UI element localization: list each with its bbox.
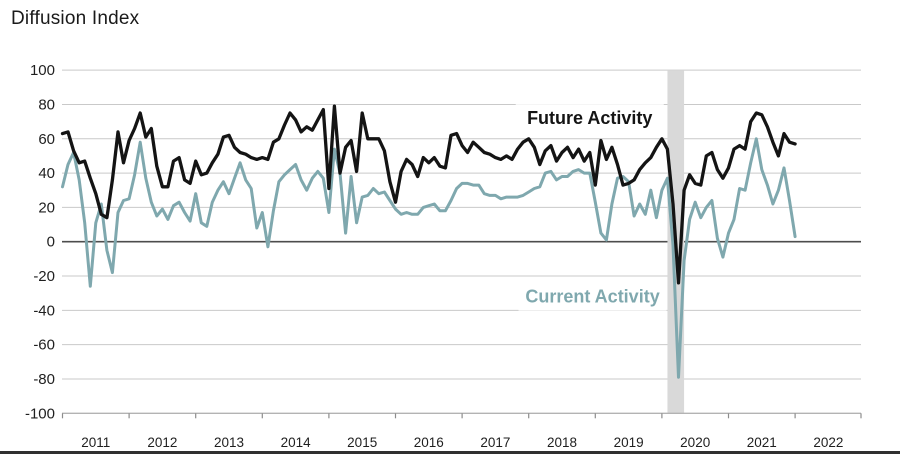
y-tick-label: 100 bbox=[30, 62, 55, 79]
y-tick-label: -80 bbox=[33, 371, 55, 388]
series-label-backing bbox=[515, 104, 664, 133]
bottom-border-bar bbox=[0, 451, 900, 454]
x-year-label: 2021 bbox=[747, 435, 777, 450]
x-axis bbox=[61, 412, 862, 419]
x-year-label: 2014 bbox=[281, 435, 312, 450]
gridlines bbox=[62, 69, 861, 380]
x-year-label: 2016 bbox=[414, 435, 444, 450]
x-year-label: 2015 bbox=[347, 435, 377, 450]
series-label-backing bbox=[518, 282, 667, 311]
x-year-label: 2020 bbox=[680, 435, 710, 450]
future-activity-line bbox=[60, 104, 797, 285]
y-tick-label: 0 bbox=[47, 234, 55, 251]
x-year-label: 2012 bbox=[147, 435, 177, 450]
x-year-label: 2018 bbox=[547, 435, 577, 450]
y-tick-label: 40 bbox=[38, 165, 55, 182]
series-layer bbox=[60, 104, 797, 379]
y-tick-label: -60 bbox=[33, 337, 55, 354]
y-tick-label: 60 bbox=[38, 131, 55, 148]
x-year-label: 2022 bbox=[813, 435, 843, 450]
current-activity-label: Current Activity bbox=[525, 287, 659, 307]
x-axis-labels: 2011 2012 2013 2014 2015 2016 2017 2018 2019 2020… bbox=[81, 435, 843, 450]
y-tick-label: -20 bbox=[33, 268, 55, 285]
x-year-label: 2019 bbox=[614, 435, 644, 450]
y-tick-label: 80 bbox=[38, 96, 55, 113]
chart-title: Diffusion Index bbox=[11, 8, 140, 29]
x-year-label: 2013 bbox=[214, 435, 244, 450]
current-activity-line bbox=[61, 137, 797, 379]
future-activity-label: Future Activity bbox=[527, 108, 652, 128]
y-axis-labels: 100 80 60 40 20 0 -20 -40 -60 -80 -100 bbox=[25, 62, 55, 422]
y-tick-label: -40 bbox=[33, 302, 55, 319]
x-year-label: 2017 bbox=[480, 435, 510, 450]
series-labels: Future Activity Current Activity bbox=[515, 104, 667, 311]
y-tick-label: 20 bbox=[38, 199, 55, 216]
y-tick-label: -100 bbox=[25, 405, 55, 422]
x-year-label: 2011 bbox=[81, 435, 110, 450]
